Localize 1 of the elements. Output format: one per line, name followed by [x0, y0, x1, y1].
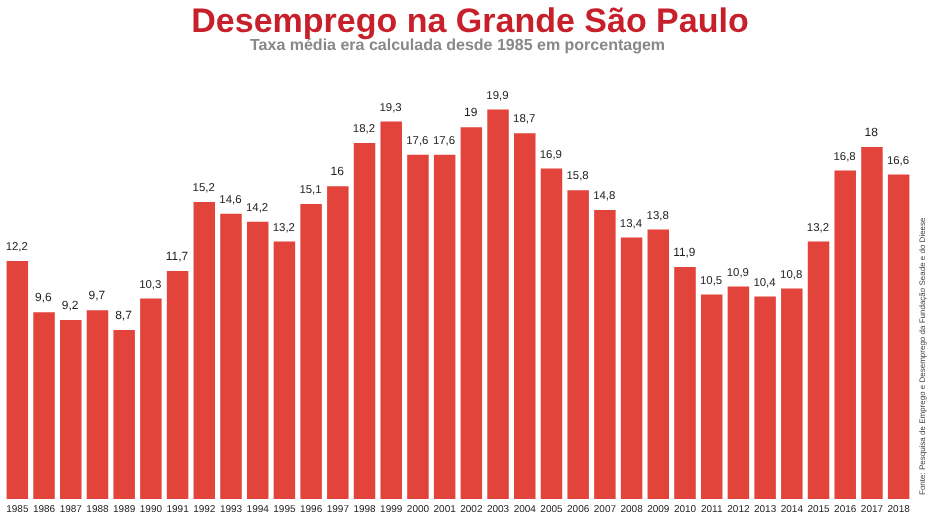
chart-title: Desemprego na Grande São Paulo [191, 1, 749, 40]
